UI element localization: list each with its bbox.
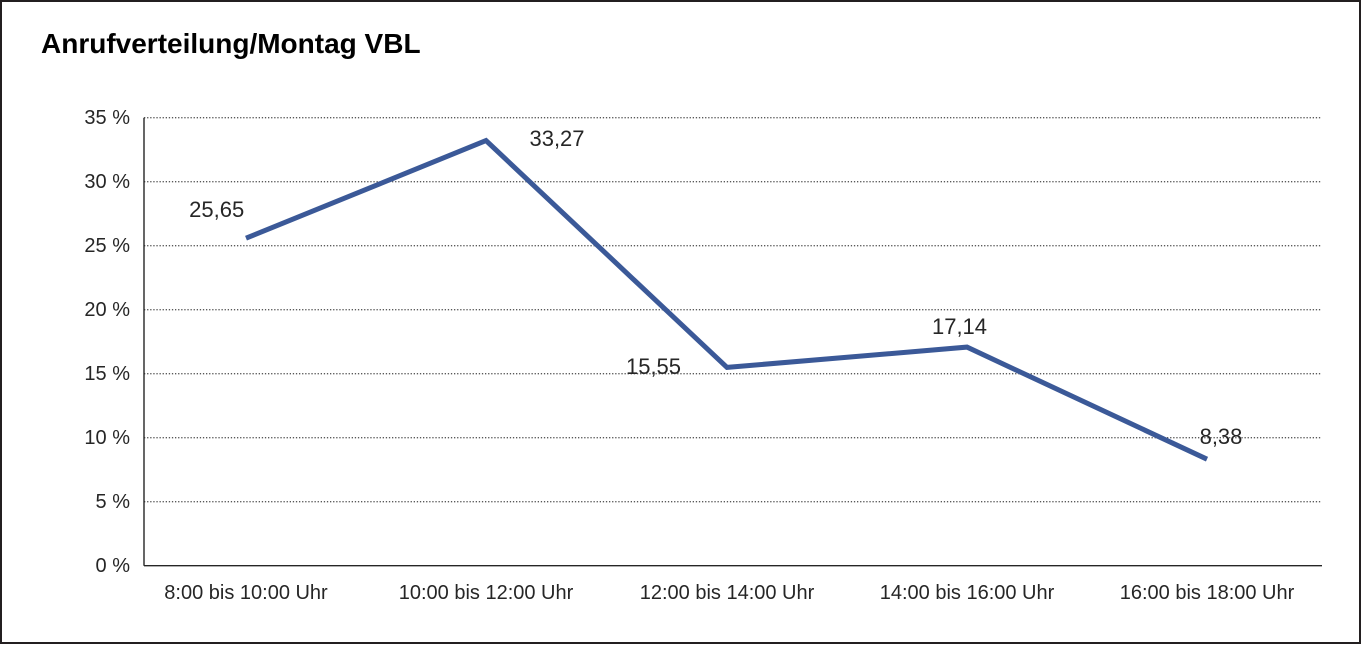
svg-text:0 %: 0 % <box>96 555 131 577</box>
svg-text:14:00 bis 16:00 Uhr: 14:00 bis 16:00 Uhr <box>880 582 1055 604</box>
svg-text:16:00 bis 18:00 Uhr: 16:00 bis 18:00 Uhr <box>1120 582 1295 604</box>
svg-text:15 %: 15 % <box>84 363 130 385</box>
svg-text:20 %: 20 % <box>84 299 130 321</box>
svg-text:12:00 bis 14:00 Uhr: 12:00 bis 14:00 Uhr <box>640 582 815 604</box>
svg-text:35 %: 35 % <box>84 107 130 129</box>
svg-text:10:00 bis 12:00 Uhr: 10:00 bis 12:00 Uhr <box>399 582 574 604</box>
svg-text:5 %: 5 % <box>96 491 131 513</box>
svg-text:17,14: 17,14 <box>932 314 987 339</box>
svg-text:25 %: 25 % <box>84 235 130 257</box>
svg-text:10 %: 10 % <box>84 427 130 449</box>
svg-text:33,27: 33,27 <box>529 126 584 151</box>
svg-text:30 %: 30 % <box>84 171 130 193</box>
svg-text:25,65: 25,65 <box>189 197 244 222</box>
svg-text:8,38: 8,38 <box>1200 424 1243 449</box>
svg-text:8:00 bis 10:00 Uhr: 8:00 bis 10:00 Uhr <box>164 582 328 604</box>
svg-text:15,55: 15,55 <box>626 354 681 379</box>
